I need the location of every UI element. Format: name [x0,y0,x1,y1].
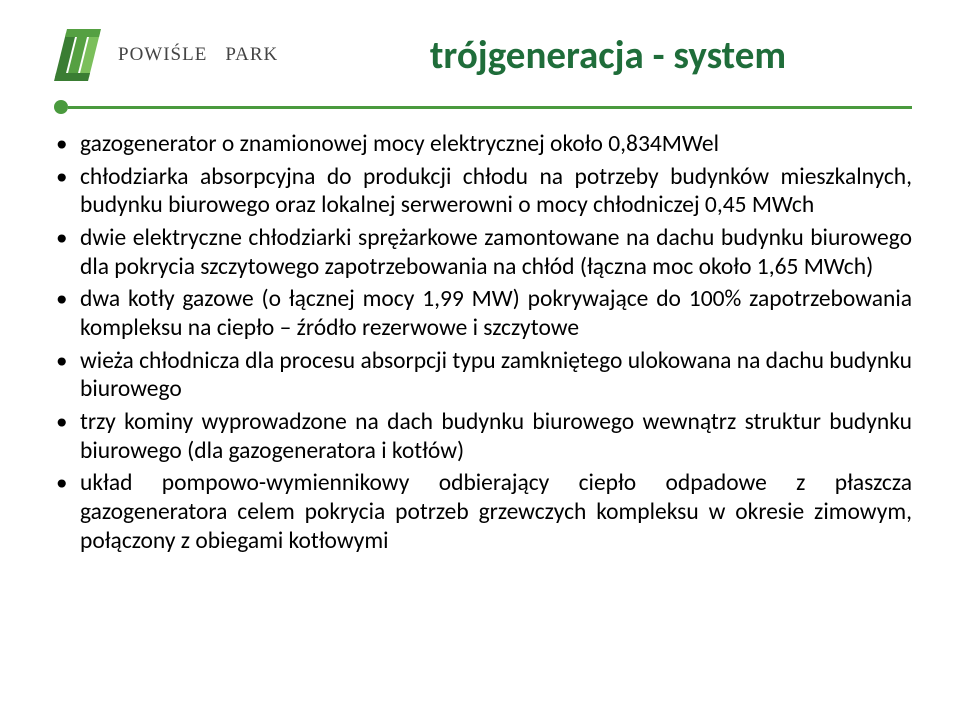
list-item: wieża chłodnicza dla procesu absorpcji t… [80,347,912,404]
logo-text: POWIŚLE PARK [118,44,278,66]
slide-page: POWIŚLE PARK trójgeneracja - system gazo… [0,0,960,713]
horizontal-rule [54,98,912,116]
logo-block: POWIŚLE PARK [54,18,314,92]
logo-word-1: POWIŚLE [118,44,207,66]
header-row: POWIŚLE PARK trójgeneracja - system [54,18,912,92]
list-item: gazogenerator o znamionowej mocy elektry… [80,130,912,159]
logo-word-2: PARK [225,44,278,66]
rule-ball-icon [54,100,68,114]
list-item: układ pompowo-wymiennikowy odbierający c… [80,469,912,555]
slide-title: trójgeneracja - system [314,32,912,79]
list-item: chłodziarka absorpcyjna do produkcji chł… [80,163,912,220]
logo-icon [54,25,108,85]
list-item: dwa kotły gazowe (o łącznej mocy 1,99 MW… [80,285,912,342]
list-item: dwie elektryczne chłodziarki sprężarkowe… [80,224,912,281]
bullet-list: gazogenerator o znamionowej mocy elektry… [54,130,912,555]
list-item: trzy kominy wyprowadzone na dach budynku… [80,408,912,465]
rule-line [68,106,912,109]
